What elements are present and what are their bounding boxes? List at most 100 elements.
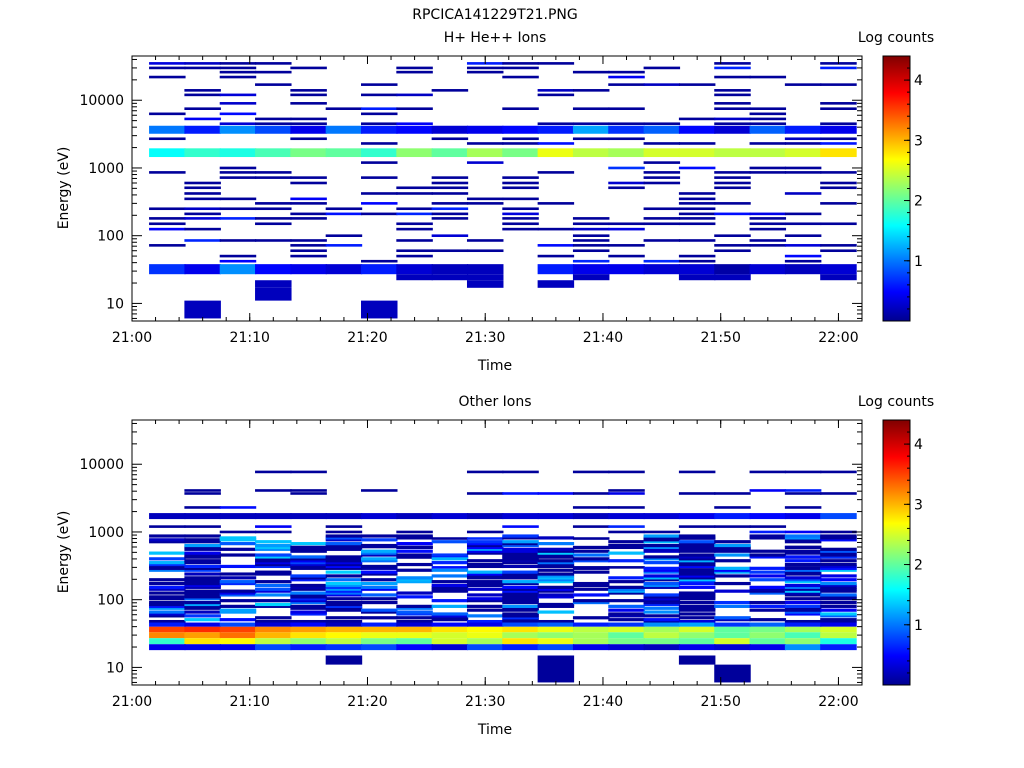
heatmap-cell <box>608 137 645 141</box>
heatmap-cell <box>361 600 398 605</box>
heatmap-cell <box>149 207 186 211</box>
heatmap-cell <box>820 583 857 588</box>
heatmap-cell <box>643 599 681 603</box>
heatmap-cell <box>643 207 681 211</box>
heatmap-cell <box>325 207 363 211</box>
colorbar-gradient <box>882 419 911 686</box>
heatmap-cell <box>149 595 186 599</box>
heatmap-cell <box>184 540 221 544</box>
heatmap-cell <box>678 553 716 557</box>
heatmap-cell <box>502 632 539 639</box>
heatmap-cell <box>784 572 822 576</box>
heatmap-cell <box>502 574 539 578</box>
heatmap-cell <box>396 622 433 627</box>
heatmap-cell <box>678 595 716 599</box>
x-axis-label: Time <box>477 722 512 738</box>
heatmap-cell <box>572 492 610 495</box>
heatmap-cell <box>784 125 822 134</box>
heatmap-cell <box>466 576 504 580</box>
heatmap-cell <box>784 264 822 275</box>
heatmap-cell <box>784 608 822 612</box>
heatmap-cell <box>678 632 716 639</box>
heatmap-cell <box>537 572 575 576</box>
heatmap-cell <box>714 644 751 651</box>
heatmap-cell <box>784 513 822 520</box>
heatmap-cell <box>820 581 857 586</box>
heatmap-cell <box>820 614 857 618</box>
heatmap-cell <box>678 197 716 201</box>
heatmap-cell <box>466 513 504 520</box>
heatmap-cell <box>572 581 610 586</box>
heatmap-cell <box>502 559 539 563</box>
heatmap-cell <box>396 591 433 595</box>
heatmap-cell <box>502 540 539 544</box>
heatmap-cell <box>784 587 822 591</box>
heatmap-cell <box>608 122 645 126</box>
heatmap-cell <box>678 547 716 551</box>
heatmap-cell <box>325 602 363 607</box>
heatmap-cell <box>714 525 751 528</box>
heatmap-cell <box>820 102 857 105</box>
heatmap-cell <box>325 557 363 561</box>
heatmap-cell <box>290 489 327 492</box>
heatmap-cell <box>361 570 398 574</box>
heatmap-cell <box>678 655 716 665</box>
heatmap-cell <box>608 244 645 247</box>
heatmap-cell <box>678 274 716 281</box>
heatmap-cell <box>255 626 292 633</box>
heatmap-cells <box>149 470 857 683</box>
heatmap-cell <box>572 470 610 474</box>
heatmap-cell <box>678 470 716 474</box>
heatmap-cell <box>502 227 539 231</box>
heatmap-cell <box>361 566 398 570</box>
heatmap-cell <box>325 585 363 589</box>
heatmap-cell <box>396 616 433 620</box>
x-tick-label: 21:00 <box>112 330 152 346</box>
heatmap-cell <box>643 602 681 607</box>
heatmap-cell <box>290 619 327 624</box>
heatmap-cell <box>502 597 539 601</box>
heatmap-cell <box>290 254 327 258</box>
heatmap-cell <box>502 622 539 627</box>
heatmap-cell <box>290 587 327 591</box>
heatmap-cell <box>643 593 681 597</box>
heatmap-cell <box>255 619 292 624</box>
heatmap-cell <box>396 66 433 70</box>
heatmap-cell <box>784 619 822 624</box>
heatmap-cell <box>537 542 575 546</box>
heatmap-cell <box>572 125 610 134</box>
heatmap-cell <box>184 644 221 651</box>
heatmap-cell <box>466 599 504 603</box>
heatmap-cell <box>678 117 716 121</box>
heatmap-cell <box>361 122 398 126</box>
heatmap-cell <box>784 638 822 645</box>
heatmap-cell <box>184 591 221 595</box>
heatmap-cell <box>219 632 257 639</box>
heatmap-cell <box>290 181 327 185</box>
heatmap-cell <box>149 568 186 572</box>
heatmap-cell <box>255 122 292 126</box>
heatmap-cell <box>502 536 539 540</box>
heatmap-cell <box>361 551 398 555</box>
heatmap-cell <box>820 593 857 597</box>
heatmap-cell <box>184 125 221 134</box>
colorbar-tick-label: 2 <box>914 558 923 574</box>
heatmap-cell <box>749 591 787 595</box>
heatmap-cell <box>749 75 787 79</box>
heatmap-cell <box>714 618 751 622</box>
heatmap-cell <box>820 202 857 205</box>
heatmap-cell <box>784 534 822 538</box>
heatmap-cell <box>608 576 645 580</box>
heatmap-cell <box>820 553 857 557</box>
heatmap-cell <box>643 536 681 540</box>
heatmap-cell <box>396 530 433 534</box>
heatmap-cell <box>325 626 363 633</box>
heatmap-cell <box>325 655 363 665</box>
heatmap-cell <box>396 212 433 216</box>
heatmap-cell <box>749 470 787 474</box>
heatmap-cell <box>290 545 327 549</box>
heatmap-cell <box>255 217 292 220</box>
heatmap-cell <box>643 530 681 534</box>
heatmap-cell <box>396 562 433 567</box>
heatmap-cell <box>749 622 787 627</box>
